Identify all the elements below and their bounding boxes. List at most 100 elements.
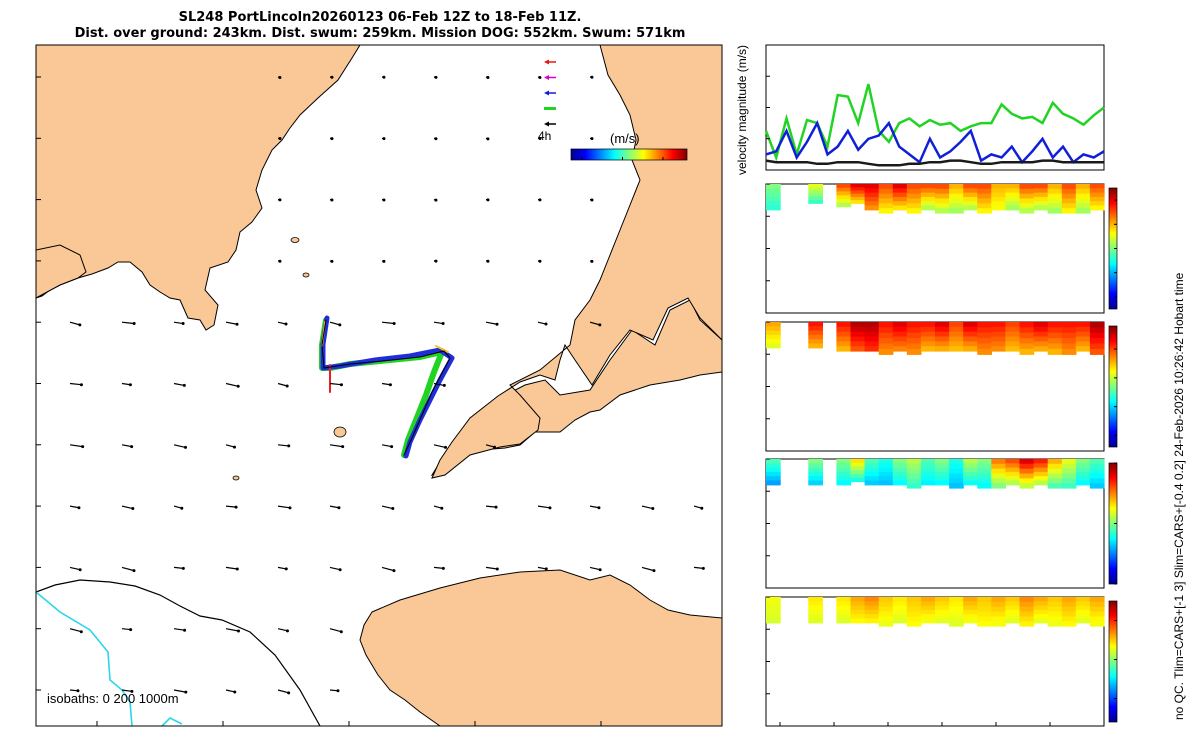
section-cell (1033, 192, 1049, 198)
section-cell (864, 459, 880, 464)
geo-arrow-head (183, 628, 187, 632)
section-cell (963, 459, 978, 464)
section-cell (766, 597, 781, 602)
section-cell (1033, 459, 1049, 464)
section-cell (836, 480, 852, 486)
section-cell (1019, 203, 1035, 209)
geo-arrow-head (288, 506, 292, 510)
section-panel-chl-a (765, 458, 1118, 589)
section-cell (920, 605, 936, 611)
section-cell (1047, 473, 1063, 479)
section-cell (935, 336, 950, 342)
section-cell (1033, 471, 1049, 477)
section-cell (1075, 476, 1091, 482)
section-cell (892, 184, 908, 189)
section-cell (920, 188, 936, 194)
section-cell (1005, 346, 1021, 352)
section-cell (963, 184, 978, 189)
section-cell (991, 346, 1006, 352)
section-cell (906, 184, 922, 190)
geo-arrow-head (181, 566, 185, 570)
section-cell (935, 618, 950, 624)
geo-arrow-head (130, 445, 134, 449)
geo-arrow-head (538, 259, 542, 263)
section-cell (878, 338, 894, 345)
section-cell (977, 327, 992, 334)
section-cell (892, 471, 908, 477)
section-cell (892, 601, 908, 607)
section-cell (977, 348, 992, 355)
section-cell (864, 609, 880, 615)
section-cell (1019, 597, 1035, 603)
section-cell (1061, 473, 1077, 479)
section-cell (949, 341, 964, 347)
section-cell (808, 193, 823, 198)
geo-arrow-head (338, 323, 342, 327)
section-cell (850, 477, 866, 483)
geo-arrow (433, 382, 445, 387)
section-cell (1061, 483, 1077, 489)
section-cell (808, 190, 823, 195)
geo-arrow-head (284, 322, 288, 326)
geo-arrow-head (285, 629, 289, 633)
geo-arrow-head (278, 137, 282, 141)
section-cell (864, 188, 880, 194)
geo-arrow-head (81, 445, 85, 449)
section-cell (935, 459, 950, 464)
geo-arrow-head (79, 630, 83, 634)
section-cell (1033, 480, 1049, 486)
section-cell (977, 343, 992, 350)
geo-arrow-head (130, 689, 134, 693)
section-cell (1075, 614, 1091, 620)
section-cell (878, 193, 894, 200)
geo-arrow-head (597, 506, 601, 510)
section-cell (1061, 332, 1077, 339)
isobath-1000m-b (161, 717, 183, 726)
section-cell (963, 331, 978, 338)
section-cell (808, 476, 823, 482)
section-cell (906, 483, 922, 489)
section-cell (935, 480, 950, 486)
time-axis (779, 722, 1051, 726)
geo-arrow-head (235, 322, 239, 326)
section-cell (850, 462, 866, 468)
section-cell (963, 476, 978, 482)
section-cell (906, 203, 922, 209)
section-cell (808, 343, 823, 349)
geo-arrow-head (236, 629, 240, 633)
section-cell (878, 480, 894, 486)
geo-arrow (485, 505, 497, 508)
section-cell (850, 474, 866, 479)
section-cell (991, 468, 1006, 475)
geo-arrow (329, 628, 342, 633)
section-cell (850, 184, 866, 188)
section-cell (906, 606, 922, 613)
geo-arrow (589, 321, 600, 326)
section-cell (864, 480, 880, 486)
geo-arrow-head (330, 75, 334, 79)
section-cell (949, 468, 964, 475)
section-cell (1005, 614, 1021, 620)
section-cell (1089, 611, 1105, 617)
island (290, 237, 300, 243)
section-cell (977, 606, 992, 613)
section-cell (808, 480, 823, 486)
section-cell (906, 193, 922, 200)
section-cell (1061, 459, 1077, 465)
section-cell (1075, 605, 1091, 611)
geo-arrow (329, 505, 340, 509)
section-cell (1033, 601, 1049, 607)
section-cell (1075, 193, 1091, 200)
surface-geostrophic-arrows (69, 75, 705, 695)
section-cell (836, 618, 852, 624)
section-cell (1047, 322, 1063, 328)
section-cell (1061, 478, 1077, 484)
map-y-axis (36, 76, 41, 691)
section-cell (1033, 326, 1049, 333)
section-cell (1005, 192, 1021, 198)
geo-arrow-head (442, 383, 446, 387)
geo-arrow (537, 505, 551, 509)
section-cell (850, 190, 866, 195)
section-cell (977, 468, 992, 475)
section-cell (963, 597, 978, 602)
